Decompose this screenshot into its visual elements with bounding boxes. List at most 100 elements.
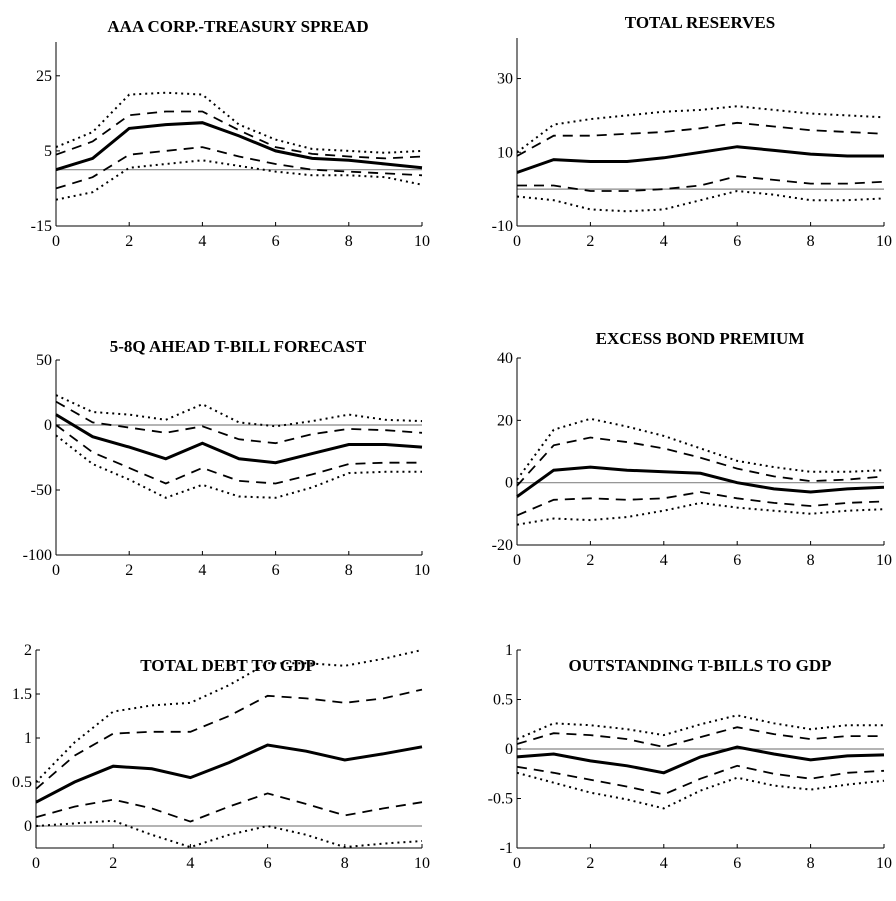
series-line-inner-4 [55,424,422,485]
x-tick-label: 10 [414,562,430,579]
x-tick-label: 2 [109,855,117,872]
series-line-inner-2 [516,121,885,157]
y-tick-label: -20 [492,537,513,554]
y-tick-label: 0 [505,741,513,758]
chart-panel-1: AAA CORP.-TREASURY SPREAD 0 2 4 6 8 10 -15 5 25 [31,17,430,250]
x-tick-label: 2 [125,233,133,250]
series-line-outer-5 [55,434,422,499]
x-tick-label: 6 [264,855,272,872]
chart-title: AAA CORP.-TREASURY SPREAD [107,17,368,36]
series-line-median-3 [35,743,423,804]
series-line-inner-4 [35,792,423,823]
y-tick-label: 50 [36,352,52,369]
y-tick-label: 0.5 [12,774,32,791]
x-tick-label: 10 [876,855,892,872]
y-tick-label: 0 [24,818,32,835]
series-line-inner-2 [55,400,423,445]
x-tick-label: 8 [807,552,815,569]
x-tick-label: 0 [32,855,40,872]
series-line-inner-2 [55,110,423,160]
x-tick-label: 8 [807,855,815,872]
y-tick-label: 1 [24,730,32,747]
x-tick-label: 10 [876,233,892,250]
series-line-median-3 [516,465,885,498]
x-tick-label: 10 [876,552,892,569]
y-tick-label: 2 [24,642,32,659]
x-tick-label: 6 [272,562,280,579]
series-line-median-3 [55,121,423,172]
x-tick-label: 10 [414,233,430,250]
y-tick-label: 10 [497,144,513,161]
x-tick-label: 0 [513,855,521,872]
series-line-outer-5 [55,159,423,201]
y-tick-label: 0 [505,475,513,492]
series-line-inner-2 [516,436,885,487]
series-line-outer-1 [516,105,885,154]
series-line-median-3 [516,145,884,174]
series-line-median-3 [516,745,885,775]
series-line-inner-2 [516,726,884,748]
series-line-inner-4 [516,491,885,517]
series-line-inner-4 [517,175,885,192]
x-tick-label: 2 [586,855,594,872]
x-tick-label: 6 [733,233,741,250]
y-tick-label: 40 [497,350,513,367]
series-line-inner-4 [55,146,423,190]
y-tick-label: 5 [44,143,52,160]
x-tick-label: 4 [198,233,206,250]
series-line-inner-4 [516,764,885,796]
x-tick-label: 0 [513,233,521,250]
y-tick-label: 1.5 [12,686,32,703]
x-tick-label: 4 [660,233,668,250]
series-line-outer-5 [516,501,885,526]
chart-panel-3: 5-8Q AHEAD T-BILL FORECAST 0 2 4 6 8 10 -100 -50… [23,337,430,579]
x-tick-label: 8 [807,233,815,250]
series-line-outer-1 [55,394,423,428]
x-tick-label: 10 [414,855,430,872]
x-tick-label: 2 [586,233,594,250]
y-tick-label: 25 [36,68,52,85]
x-tick-label: 4 [660,552,668,569]
chart-title: 5-8Q AHEAD T-BILL FORECAST [110,337,367,356]
x-tick-label: 4 [186,855,194,872]
x-tick-label: 6 [733,855,741,872]
chart-title: OUTSTANDING T-BILLS TO GDP [568,656,831,675]
x-tick-label: 6 [272,233,280,250]
x-tick-label: 4 [198,562,206,579]
x-tick-label: 8 [345,233,353,250]
series-line-inner-2 [35,688,423,790]
y-tick-label: 30 [497,71,513,88]
x-tick-label: 8 [341,855,349,872]
x-tick-label: 2 [586,552,594,569]
x-tick-label: 0 [52,562,60,579]
chart-title: EXCESS BOND PREMIUM [596,329,805,348]
x-tick-label: 2 [125,562,133,579]
series-line-outer-5 [516,189,885,213]
series-line-outer-1 [516,714,884,741]
y-tick-label: 0 [44,417,52,434]
x-tick-label: 4 [660,855,668,872]
y-tick-label: -50 [31,482,52,499]
series-line-outer-1 [516,417,885,481]
x-tick-label: 0 [52,233,60,250]
x-tick-label: 6 [733,552,741,569]
series-line-outer-5 [35,819,423,849]
chart-panel-5: TOTAL DEBT TO GDP 0 2 4 6 8 10 0 0.5 1 1.5 2 [12,642,430,872]
x-tick-label: 8 [345,562,353,579]
y-tick-label: 20 [497,412,513,429]
chart-title: TOTAL DEBT TO GDP [140,656,316,675]
y-tick-label: 1 [505,642,513,659]
series-line-median-3 [55,413,423,465]
y-tick-label: -1 [500,840,513,857]
y-tick-label: -10 [492,218,513,235]
y-tick-label: -100 [23,547,52,564]
chart-title: TOTAL RESERVES [625,13,775,32]
chart-panel-2: TOTAL RESERVES 0 2 4 6 8 10 -10 10 30 [492,13,892,250]
y-tick-label: -15 [31,218,52,235]
x-tick-label: 0 [513,552,521,569]
y-tick-label: -0.5 [488,791,513,808]
y-tick-label: 0.5 [493,692,513,709]
